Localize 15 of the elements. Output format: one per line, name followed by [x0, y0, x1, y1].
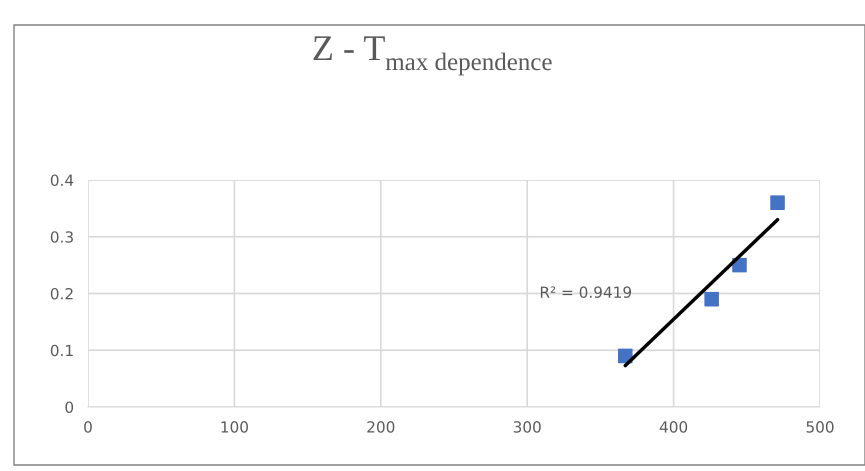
- point: [618, 348, 633, 364]
- point: [704, 292, 719, 306]
- x-tick-label: 500: [806, 421, 834, 433]
- x-tick-label: 0: [84, 421, 92, 433]
- x-tick-label: 400: [660, 421, 688, 433]
- x-tick-label: 300: [514, 421, 541, 433]
- point: [770, 195, 785, 210]
- x-tick-label: 100: [221, 421, 248, 433]
- y-tick-label: 0.4: [50, 174, 74, 186]
- y-tick-label: 0.2: [50, 288, 73, 300]
- x-tick-label: 200: [367, 421, 394, 433]
- y-tick-label: 0.1: [50, 344, 73, 356]
- y-tick-label: 0.3: [50, 231, 73, 243]
- y-tick-label: 0: [65, 401, 74, 414]
- annotation: R² = 0.9419: [540, 286, 632, 298]
